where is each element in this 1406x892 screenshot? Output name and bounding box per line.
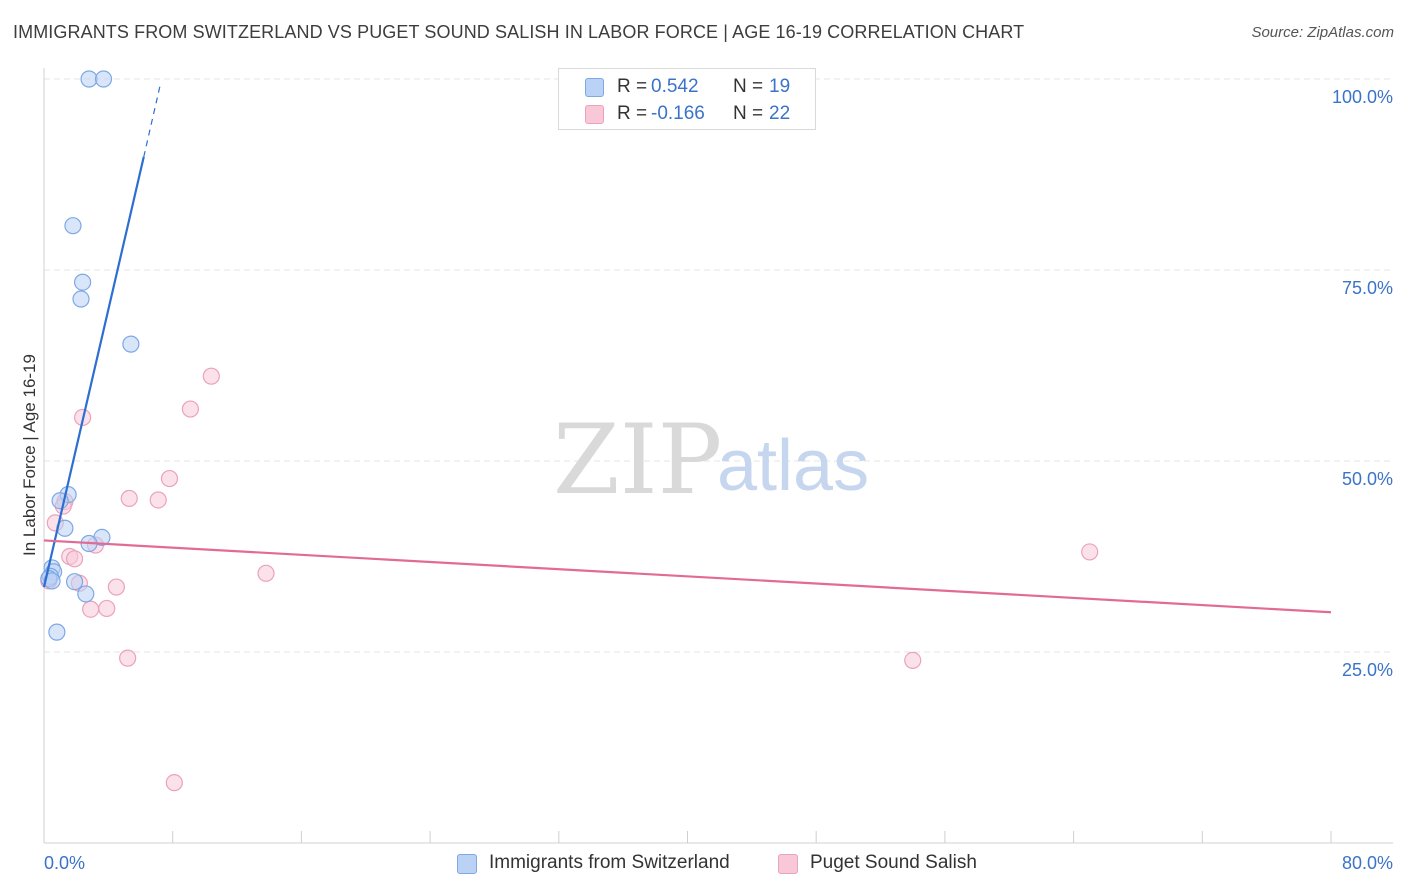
trend-lines — [42, 86, 1332, 614]
series-legend: Immigrants from Switzerland Puget Sound … — [0, 850, 1406, 878]
trend-extension-switzerland — [143, 86, 161, 158]
point-salish — [257, 564, 275, 582]
legend-swatch-blue — [585, 78, 604, 97]
y-tick-label: 75.0% — [1342, 278, 1393, 298]
point-switzerland — [94, 70, 113, 88]
legend-swatch-pink — [778, 854, 798, 874]
trend-line-salish — [43, 539, 1332, 614]
legend-label: Puget Sound Salish — [810, 852, 977, 873]
y-axis-label: In Labor Force | Age 16-19 — [20, 354, 39, 556]
point-switzerland — [65, 573, 84, 591]
watermark: ZIP atlas — [553, 404, 869, 516]
point-salish — [119, 649, 137, 667]
point-salish — [120, 489, 138, 508]
y-tick-label: 100.0% — [1332, 87, 1393, 107]
r-value: -0.166 — [651, 103, 705, 124]
point-switzerland — [122, 335, 140, 353]
legend-swatch-blue — [457, 854, 477, 874]
r-label: R = — [617, 103, 648, 124]
n-label: N = — [733, 76, 764, 97]
point-switzerland — [77, 585, 95, 603]
tick-labels: 25.0% 50.0% 75.0% 100.0% 0.0% 80.0% — [44, 87, 1393, 873]
trend-line-switzerland — [42, 156, 145, 588]
watermark-atlas: atlas — [717, 426, 869, 506]
point-salish — [160, 469, 179, 488]
point-salish — [65, 550, 84, 568]
point-salish — [165, 774, 183, 792]
x-tick-label: 0.0% — [44, 853, 85, 873]
x-tick-label: 80.0% — [1342, 853, 1393, 873]
point-salish — [181, 400, 199, 418]
point-salish — [149, 491, 167, 509]
point-salish — [1081, 543, 1099, 561]
point-switzerland — [80, 70, 98, 88]
n-value: 22 — [769, 103, 791, 124]
gridlines — [44, 78, 1393, 653]
point-salish — [202, 367, 220, 385]
r-label: R = — [617, 76, 648, 97]
source-credit: Source: ZipAtlas.com — [1251, 24, 1394, 41]
n-value: 19 — [769, 76, 791, 97]
point-switzerland — [74, 273, 92, 291]
watermark-zip: ZIP — [553, 404, 722, 516]
r-value: 0.542 — [651, 76, 699, 97]
point-switzerland — [64, 217, 82, 235]
point-salish — [82, 600, 100, 618]
chart-title: IMMIGRANTS FROM SWITZERLAND VS PUGET SOU… — [13, 22, 1025, 42]
legend-label: Immigrants from Switzerland — [489, 852, 730, 873]
point-salish — [98, 599, 116, 618]
y-tick-label: 25.0% — [1342, 660, 1393, 680]
legend-swatch-pink — [585, 105, 604, 124]
point-salish — [107, 578, 125, 596]
axes — [43, 68, 1393, 844]
point-switzerland — [72, 290, 90, 308]
correlation-legend: R = 0.542 N = 19 R = -0.166 N = 22 — [558, 68, 816, 130]
n-label: N = — [733, 103, 764, 124]
point-switzerland — [48, 623, 66, 641]
point-salish — [904, 651, 922, 670]
y-tick-label: 50.0% — [1342, 469, 1393, 489]
point-switzerland — [43, 572, 61, 590]
